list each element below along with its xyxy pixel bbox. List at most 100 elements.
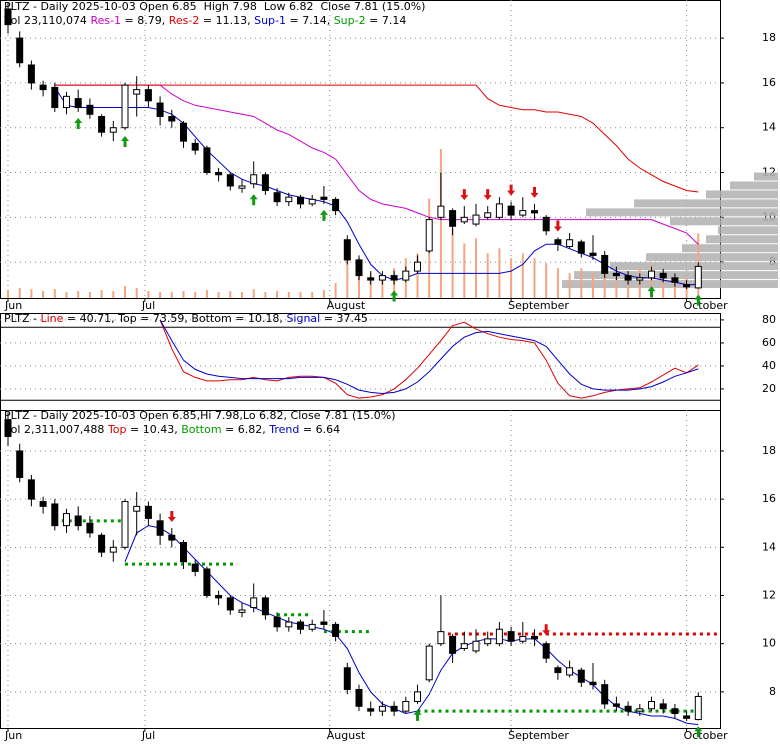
buy-arrow [249,194,258,206]
candle-body [285,196,293,203]
candle-body [414,691,421,703]
candle-body [414,261,421,272]
candle-body [98,534,106,553]
candle-body [601,254,609,274]
indicator-line [54,84,699,193]
sell-arrow [460,189,469,201]
volume-profile-bar [586,208,778,217]
candle-body [566,239,574,247]
candle-body [378,275,386,281]
header-text: Signal [286,312,320,325]
candle-body [589,681,597,686]
sell-arrow [167,511,176,523]
y-tick-label: 60 [762,336,776,349]
header-text: = 73.59, [137,312,192,325]
candle-body [636,277,644,281]
candle-body [39,501,47,507]
header-text: = 11.13, [199,14,254,27]
candle-body [531,635,538,640]
header-text: = 6.82, [222,423,270,436]
buy-arrow [319,209,328,221]
candle-body [519,210,527,216]
candle-body [624,275,632,281]
volume-profile-bar [718,226,778,235]
x-tick-label: Jul [141,299,155,312]
candle-body [16,450,24,478]
candle-body [332,623,340,637]
header-line: PLTZ - Daily 2025-10-03 Open 6.85,Hi 7.9… [4,409,396,422]
y-tick-label: 12 [762,589,776,602]
candle-body [495,203,503,218]
y-tick-label: 8 [769,255,776,268]
candle-body [648,701,655,710]
candle-body [531,210,538,214]
buy-arrow [74,118,83,130]
x-tick-label: October [684,729,728,742]
y-tick-label: 18 [762,31,776,44]
buy-arrow [647,286,656,298]
header-text: Vol 23,110,074 [4,14,90,27]
volume-profile-bar [706,235,778,244]
header-text: Line [40,312,63,325]
header-text: = 8.79, [121,14,169,27]
candle-body [542,216,550,232]
candle-body [484,638,492,645]
volume-profile-bar [670,217,778,226]
candle-body [332,198,340,212]
candle-body [425,645,433,681]
panel-frame [0,313,721,411]
candle-body [554,667,562,674]
candle-body [472,640,480,652]
candle-body [156,102,164,118]
candle-body [659,703,667,710]
candle-body [297,621,304,630]
header-text: = 7.14 [366,14,407,27]
candle-body [460,216,468,223]
candle-body [98,116,106,133]
candle-body [86,104,94,115]
y-tick-label: 14 [762,540,776,553]
y-tick-label: 40 [762,359,776,372]
candle-body [215,595,223,599]
y-tick-label: 10 [762,637,776,650]
candle-body [74,98,82,109]
x-tick-label: Jul [141,729,155,742]
candle-body [86,522,94,534]
x-tick-label: August [327,729,366,742]
header-text: = 37.45 [320,312,368,325]
candle-body [109,546,117,553]
header-text: = 6.64 [299,423,340,436]
candle-body [4,419,12,437]
candle-body [74,515,82,527]
header-text: Bottom [191,312,231,325]
header-text: = 7.14, [286,14,334,27]
candle-body [402,270,410,281]
y-tick-label: 14 [762,121,776,134]
candle-body [51,503,59,527]
x-tick-label: September [508,299,569,312]
candle-body [168,534,176,541]
candle-body [577,241,585,254]
candle-body [449,210,457,227]
y-tick-label: 80 [762,313,776,326]
candle-body [671,708,679,715]
candle-body [215,172,223,176]
candle-body [144,89,152,102]
candle-body [168,116,176,122]
candle-body [39,84,47,91]
candle-body [484,212,492,218]
candle-body [250,597,258,609]
header-text: = 40.71, [63,312,118,325]
candle-body [343,239,351,261]
candle-body [659,272,667,279]
buy-arrow [121,135,129,147]
sell-arrow [542,624,551,636]
header-line: PLTZ - Daily 2025-10-03 Open 6.85 High 7… [4,0,425,13]
candle-body [425,219,433,252]
candle-body [694,695,702,721]
candle-body [472,214,480,225]
candle-body [16,37,24,64]
y-tick-label: 20 [762,382,776,395]
candle-body [191,142,199,151]
candle-body [507,631,515,642]
